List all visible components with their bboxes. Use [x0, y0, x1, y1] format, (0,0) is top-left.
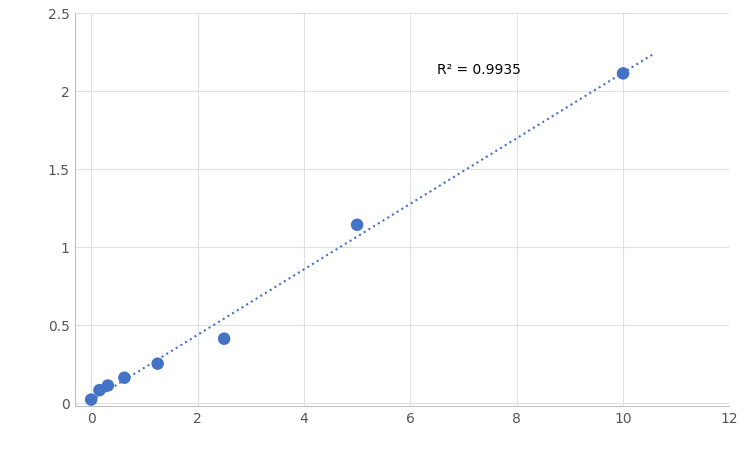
Point	[218, 336, 230, 343]
Point	[93, 387, 105, 394]
Point	[351, 222, 363, 229]
Point	[152, 360, 164, 368]
Point	[85, 396, 97, 403]
Point	[118, 374, 130, 382]
Point	[617, 71, 629, 78]
Point	[102, 382, 114, 389]
Text: R² = 0.9935: R² = 0.9935	[437, 63, 521, 77]
